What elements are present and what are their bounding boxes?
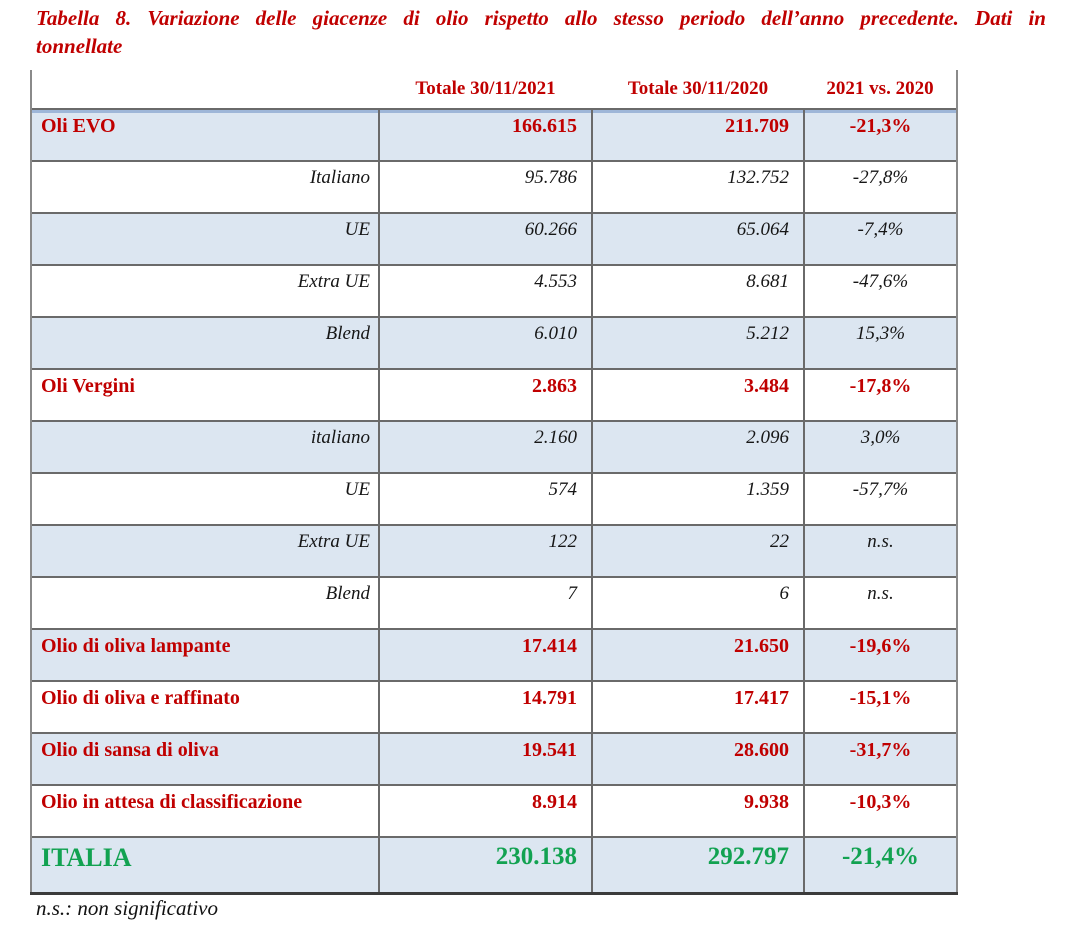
row-label: Oli EVO xyxy=(30,108,379,161)
row-label: ITALIA xyxy=(30,836,379,895)
row-variation: -57,7% xyxy=(803,472,958,525)
row-variation: -17,8% xyxy=(803,368,958,421)
row-value-2021: 230.138 xyxy=(378,836,592,895)
table-row: Blend 6.010 5.212 15,3% xyxy=(30,316,958,369)
row-value-2021: 17.414 xyxy=(378,628,592,681)
row-value-2021: 19.541 xyxy=(378,732,592,785)
row-variation: -19,6% xyxy=(803,628,958,681)
table-row: Extra UE 4.553 8.681 -47,6% xyxy=(30,264,958,317)
row-value-2020: 17.417 xyxy=(591,680,804,733)
column-header-variation: 2021 vs. 2020 xyxy=(804,70,958,109)
header-row: Totale 30/11/2021 Totale 30/11/2020 2021… xyxy=(30,70,958,109)
table-row: Italiano 95.786 132.752 -27,8% xyxy=(30,160,958,213)
row-variation: 15,3% xyxy=(803,316,958,369)
row-variation: -21,4% xyxy=(803,836,958,895)
row-value-2020: 2.096 xyxy=(591,420,804,473)
row-value-2020: 28.600 xyxy=(591,732,804,785)
row-variation: -31,7% xyxy=(803,732,958,785)
giacenze-table: Totale 30/11/2021 Totale 30/11/2020 2021… xyxy=(30,70,958,895)
row-value-2020: 65.064 xyxy=(591,212,804,265)
table-row: Olio di oliva lampante 17.414 21.650 -19,6% xyxy=(30,628,958,681)
row-variation: n.s. xyxy=(803,576,958,629)
footnote: n.s.: non significativo xyxy=(36,896,218,920)
table-row: Olio di sansa di oliva 19.541 28.600 -31,7% xyxy=(30,732,958,785)
row-variation: n.s. xyxy=(803,524,958,577)
table-row: Oli EVO 166.615 211.709 -21,3% xyxy=(30,108,958,161)
table-row: Blend 7 6 n.s. xyxy=(30,576,958,629)
table-row: UE 60.266 65.064 -7,4% xyxy=(30,212,958,265)
row-value-2020: 3.484 xyxy=(591,368,804,421)
row-value-2021: 2.160 xyxy=(378,420,592,473)
row-value-2020: 211.709 xyxy=(591,108,804,161)
row-label: UE xyxy=(30,472,379,525)
row-value-2021: 14.791 xyxy=(378,680,592,733)
table-caption-line2: tonnellate xyxy=(36,34,123,58)
row-value-2021: 60.266 xyxy=(378,212,592,265)
row-value-2021: 8.914 xyxy=(378,784,592,837)
row-value-2021: 574 xyxy=(378,472,592,525)
table-header: Totale 30/11/2021 Totale 30/11/2020 2021… xyxy=(30,70,958,109)
row-variation: -10,3% xyxy=(803,784,958,837)
row-label: Olio di sansa di oliva xyxy=(30,732,379,785)
row-value-2020: 5.212 xyxy=(591,316,804,369)
row-value-2021: 2.863 xyxy=(378,368,592,421)
row-label: Extra UE xyxy=(30,524,379,577)
table-caption: Tabella 8. Variazione delle giacenze di … xyxy=(36,4,1046,60)
row-variation: 3,0% xyxy=(803,420,958,473)
column-header-total-2021: Totale 30/11/2021 xyxy=(415,78,556,99)
table-row: Olio di oliva e raffinato 14.791 17.417 -15… xyxy=(30,680,958,733)
row-label: Olio di oliva lampante xyxy=(30,628,379,681)
row-variation: -47,6% xyxy=(803,264,958,317)
row-label: Extra UE xyxy=(30,264,379,317)
row-value-2020: 8.681 xyxy=(591,264,804,317)
row-label: Olio di oliva e raffinato xyxy=(30,680,379,733)
row-label: Blend xyxy=(30,316,379,369)
table-row: italiano 2.160 2.096 3,0% xyxy=(30,420,958,473)
table-body: Oli EVO 166.615 211.709 -21,3% Italiano 95.78… xyxy=(30,108,958,895)
row-value-2020: 132.752 xyxy=(591,160,804,213)
row-value-2020: 6 xyxy=(591,576,804,629)
row-variation: -21,3% xyxy=(803,108,958,161)
row-value-2021: 6.010 xyxy=(378,316,592,369)
row-variation: -7,4% xyxy=(803,212,958,265)
table-row: Extra UE 122 22 n.s. xyxy=(30,524,958,577)
column-header-total-2020: Totale 30/11/2020 xyxy=(627,78,769,99)
column-header-empty xyxy=(30,70,379,109)
row-label: Italiano xyxy=(30,160,379,213)
row-label: Olio in attesa di classificazione xyxy=(30,784,379,837)
row-label: Oli Vergini xyxy=(30,368,379,421)
row-value-2020: 1.359 xyxy=(591,472,804,525)
table-row: ITALIA 230.138 292.797 -21,4% xyxy=(30,836,958,895)
table-row: UE 574 1.359 -57,7% xyxy=(30,472,958,525)
row-value-2021: 95.786 xyxy=(378,160,592,213)
row-label: italiano xyxy=(30,420,379,473)
row-value-2021: 166.615 xyxy=(378,108,592,161)
row-value-2021: 4.553 xyxy=(378,264,592,317)
table-caption-line1: Tabella 8. Variazione delle giacenze di … xyxy=(36,6,1046,30)
row-value-2020: 22 xyxy=(591,524,804,577)
table-row: Olio in attesa di classificazione 8.914 9.… xyxy=(30,784,958,837)
row-label: Blend xyxy=(30,576,379,629)
row-variation: -27,8% xyxy=(803,160,958,213)
row-value-2021: 7 xyxy=(378,576,592,629)
row-value-2020: 9.938 xyxy=(591,784,804,837)
row-value-2020: 292.797 xyxy=(591,836,804,895)
row-value-2021: 122 xyxy=(378,524,592,577)
row-variation: -15,1% xyxy=(803,680,958,733)
row-label: UE xyxy=(30,212,379,265)
row-value-2020: 21.650 xyxy=(591,628,804,681)
table-row: Oli Vergini 2.863 3.484 -17,8% xyxy=(30,368,958,421)
